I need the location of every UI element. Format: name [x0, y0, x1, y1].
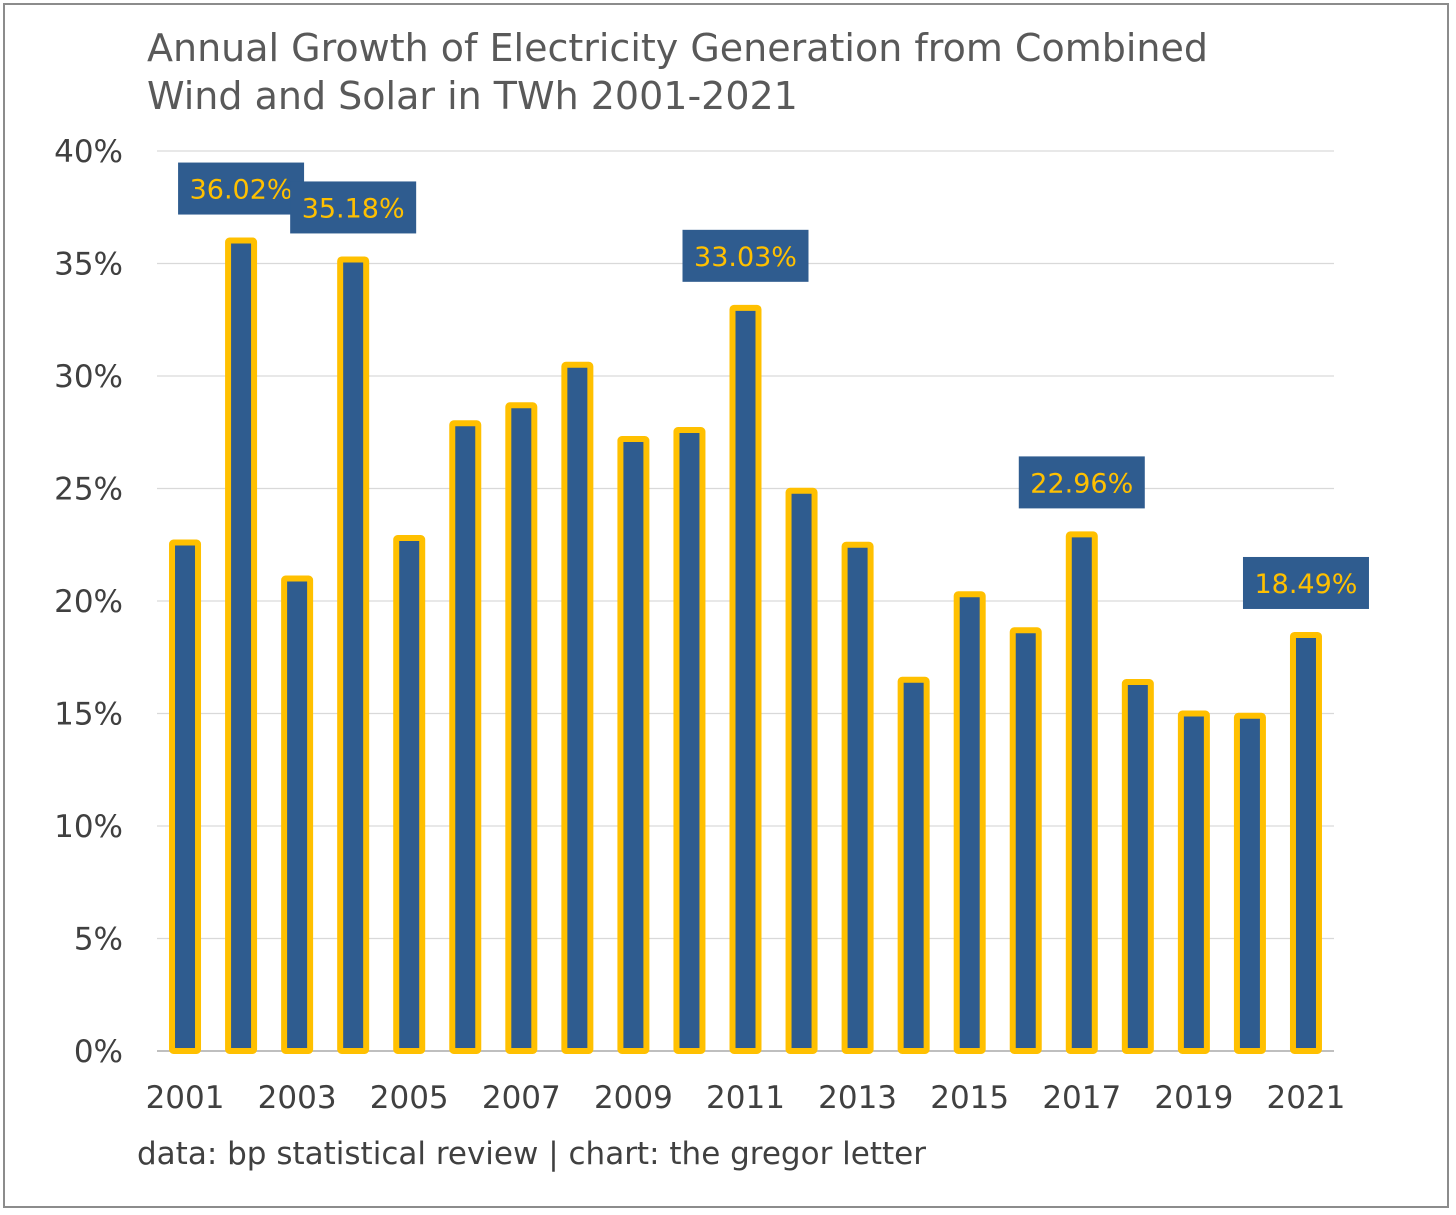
data-label-text: 33.03%: [694, 242, 797, 273]
y-tick-label: 30%: [54, 359, 123, 395]
bar-2008: [561, 361, 594, 1054]
x-tick-label: 2019: [1154, 1080, 1233, 1116]
data-label-text: 22.96%: [1030, 468, 1133, 499]
x-tick-label: 2009: [594, 1080, 673, 1116]
y-tick-label: 15%: [54, 697, 123, 733]
y-tick-label: 0%: [74, 1034, 123, 1070]
bar-2018: [1121, 679, 1154, 1054]
data-label-2021: 18.49%: [1242, 556, 1369, 609]
chart-title-line-2: Wind and Solar in TWh 2001-2021: [147, 74, 798, 118]
x-tick-label: 2001: [146, 1080, 225, 1116]
y-tick-label: 20%: [54, 584, 123, 620]
chart-title: Annual Growth of Electricity Generation …: [147, 24, 1297, 120]
data-label-box: [290, 181, 417, 234]
y-tick-label: 35%: [54, 247, 123, 283]
chart-title-line-1: Annual Growth of Electricity Generation …: [147, 26, 1208, 70]
data-label-box: [682, 229, 809, 282]
x-tick-label: 2021: [1267, 1080, 1346, 1116]
bar-2011: [729, 304, 762, 1054]
bar-2002: [225, 237, 258, 1055]
x-tick-label: 2007: [482, 1080, 561, 1116]
data-labels: 36.02% 35.18% 33.03% 22.96% 18.49%: [178, 162, 1369, 609]
x-tick-label: 2003: [258, 1080, 337, 1116]
x-tick-label: 2015: [930, 1080, 1009, 1116]
data-label-box: [178, 162, 305, 215]
data-label-text: 36.02%: [190, 175, 293, 206]
y-tick-label: 5%: [74, 922, 123, 958]
bar-2010: [673, 427, 706, 1054]
bar-2006: [449, 420, 482, 1054]
bar-2014: [897, 676, 930, 1054]
bar-2015: [953, 591, 986, 1054]
bar-2021: [1289, 631, 1322, 1054]
y-tick-label: 10%: [54, 809, 123, 845]
data-label-text: 35.18%: [302, 193, 405, 224]
bar-2013: [841, 541, 874, 1054]
source-note: data: bp statistical review | chart: the…: [137, 1136, 926, 1172]
y-axis-ticks: 0% 5% 10% 15% 20% 25% 30% 35% 40%: [54, 134, 123, 1070]
data-label-2004: 35.18%: [290, 181, 417, 234]
data-label-2017: 22.96%: [1018, 456, 1145, 509]
bar-2019: [1177, 710, 1210, 1054]
bar-2004: [337, 256, 370, 1054]
x-axis-ticks: 2001 2003 2005 2007 2009 2011 2013 2015 2017 2019…: [146, 1080, 1346, 1116]
x-tick-label: 2005: [370, 1080, 449, 1116]
x-tick-label: 2013: [818, 1080, 897, 1116]
data-label-box: [1242, 556, 1369, 609]
y-tick-label: 40%: [54, 134, 123, 170]
bar-2003: [281, 575, 314, 1054]
bar-2020: [1233, 712, 1266, 1054]
data-label-2002: 36.02%: [178, 162, 305, 215]
bar-2017: [1065, 531, 1098, 1054]
data-label-box: [1018, 456, 1145, 509]
bar-2005: [393, 535, 426, 1054]
data-label-2011: 33.03%: [682, 229, 809, 282]
bar-2007: [505, 402, 538, 1054]
bar-2016: [1009, 627, 1042, 1054]
x-tick-label: 2011: [706, 1080, 785, 1116]
x-tick-label: 2017: [1042, 1080, 1121, 1116]
y-tick-label: 25%: [54, 472, 123, 508]
bar-2009: [617, 436, 650, 1054]
data-label-text: 18.49%: [1254, 569, 1357, 600]
bars: [169, 237, 1322, 1055]
bar-2001: [169, 539, 202, 1054]
bar-2012: [785, 487, 818, 1054]
